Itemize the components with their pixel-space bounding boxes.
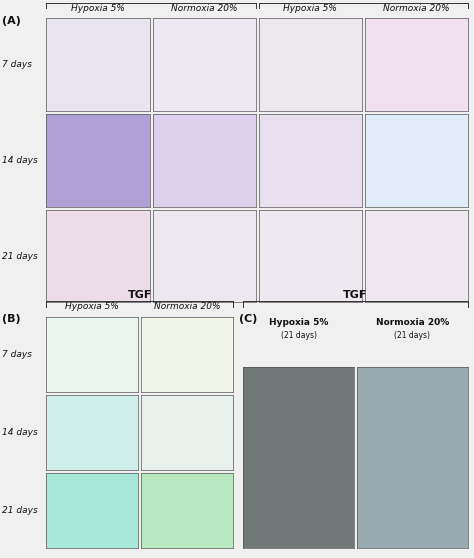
Text: Hypoxia 5%: Hypoxia 5% [71,4,125,13]
Text: TGF: TGF [351,0,375,1]
Text: 7 days: 7 days [2,60,32,69]
Text: (A): (A) [2,16,21,26]
Text: Hypoxia 5%: Hypoxia 5% [65,302,119,311]
Text: 14 days: 14 days [2,156,38,165]
Text: Normoxia 20%: Normoxia 20% [376,318,449,327]
Text: (21 days): (21 days) [394,331,430,340]
Text: Hypoxia 5%: Hypoxia 5% [283,4,337,13]
Text: 21 days: 21 days [2,506,38,515]
Text: 7 days: 7 days [2,350,32,359]
Text: Hypoxia 5%: Hypoxia 5% [269,318,328,327]
Text: TGF: TGF [343,290,368,300]
Text: Normoxia 20%: Normoxia 20% [154,302,220,311]
Text: (B): (B) [2,314,21,324]
Text: (C): (C) [239,314,258,324]
Text: 14 days: 14 days [2,428,38,437]
Text: TGF: TGF [128,290,152,300]
Text: (21 days): (21 days) [281,331,317,340]
Text: MSC: MSC [137,0,164,1]
Text: Normoxia 20%: Normoxia 20% [383,4,449,13]
Text: 21 days: 21 days [2,252,38,261]
Text: Normoxia 20%: Normoxia 20% [171,4,237,13]
